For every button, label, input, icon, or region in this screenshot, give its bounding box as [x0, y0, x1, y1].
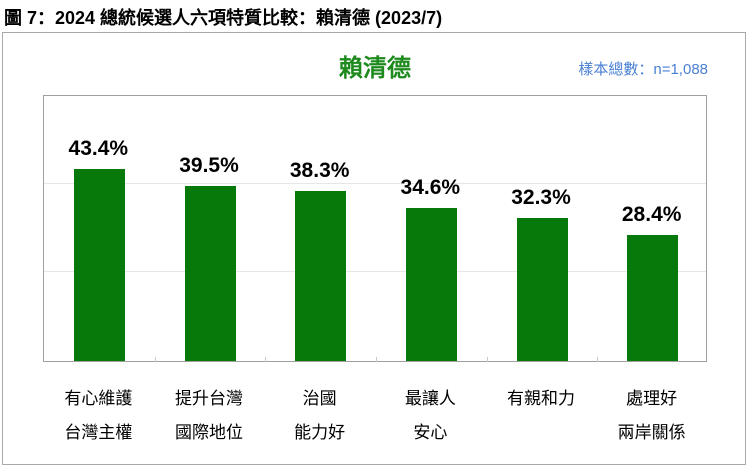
gridline	[44, 271, 706, 273]
bar	[73, 168, 125, 361]
bar	[516, 217, 568, 361]
category-label: 最讓人 安心	[375, 382, 485, 450]
bar-value-label: 28.4%	[621, 203, 682, 227]
category-label-line	[486, 416, 596, 450]
chart-frame	[2, 32, 746, 465]
category-label-line: 治國	[302, 389, 337, 408]
plot-area	[43, 95, 707, 362]
bar	[295, 191, 347, 361]
sample-size-label: 樣本總數：n=1,088	[578, 61, 708, 78]
category-label-line: 最讓人	[404, 389, 456, 408]
x-axis-tick	[265, 357, 267, 362]
category-label-line: 能力好	[294, 423, 346, 442]
category-label-line: 有心維護	[64, 389, 133, 408]
bar-value-label: 32.3%	[511, 185, 571, 209]
category-label-line: 台灣主權	[64, 423, 133, 442]
gridline	[44, 182, 706, 184]
category-label-line: 兩岸關係	[617, 423, 686, 442]
category-label-line: 國際地位	[175, 423, 243, 442]
bar-value-label: 43.4%	[68, 136, 129, 160]
category-label: 有心維護 台灣主權	[43, 382, 153, 450]
x-axis-tick	[154, 357, 156, 362]
category-label-line: 有親和力	[507, 389, 575, 408]
category-label: 治國 能力好	[265, 382, 375, 450]
x-axis-tick	[486, 357, 488, 362]
category-label-line: 處理好	[626, 389, 678, 408]
category-label-line: 安心	[413, 423, 448, 442]
bar-value-label: 39.5%	[179, 153, 239, 177]
bar	[627, 235, 679, 361]
bar-value-label: 38.3%	[289, 159, 350, 183]
bar	[184, 185, 236, 361]
x-axis-tick	[597, 357, 599, 362]
category-label: 有親和力	[486, 382, 596, 450]
chart-title: 賴清德	[339, 55, 411, 82]
category-label: 提升台灣 國際地位	[154, 382, 264, 450]
x-axis-tick	[376, 357, 377, 362]
category-label-line: 提升台灣	[175, 389, 243, 408]
bar-value-label: 34.6%	[400, 175, 461, 199]
figure-title: 圖 7：2024 總統候選人六項特質比較：賴清德 (2023/7)	[4, 8, 443, 28]
category-label: 處理好 兩岸關係	[597, 382, 707, 450]
bar	[405, 207, 457, 361]
